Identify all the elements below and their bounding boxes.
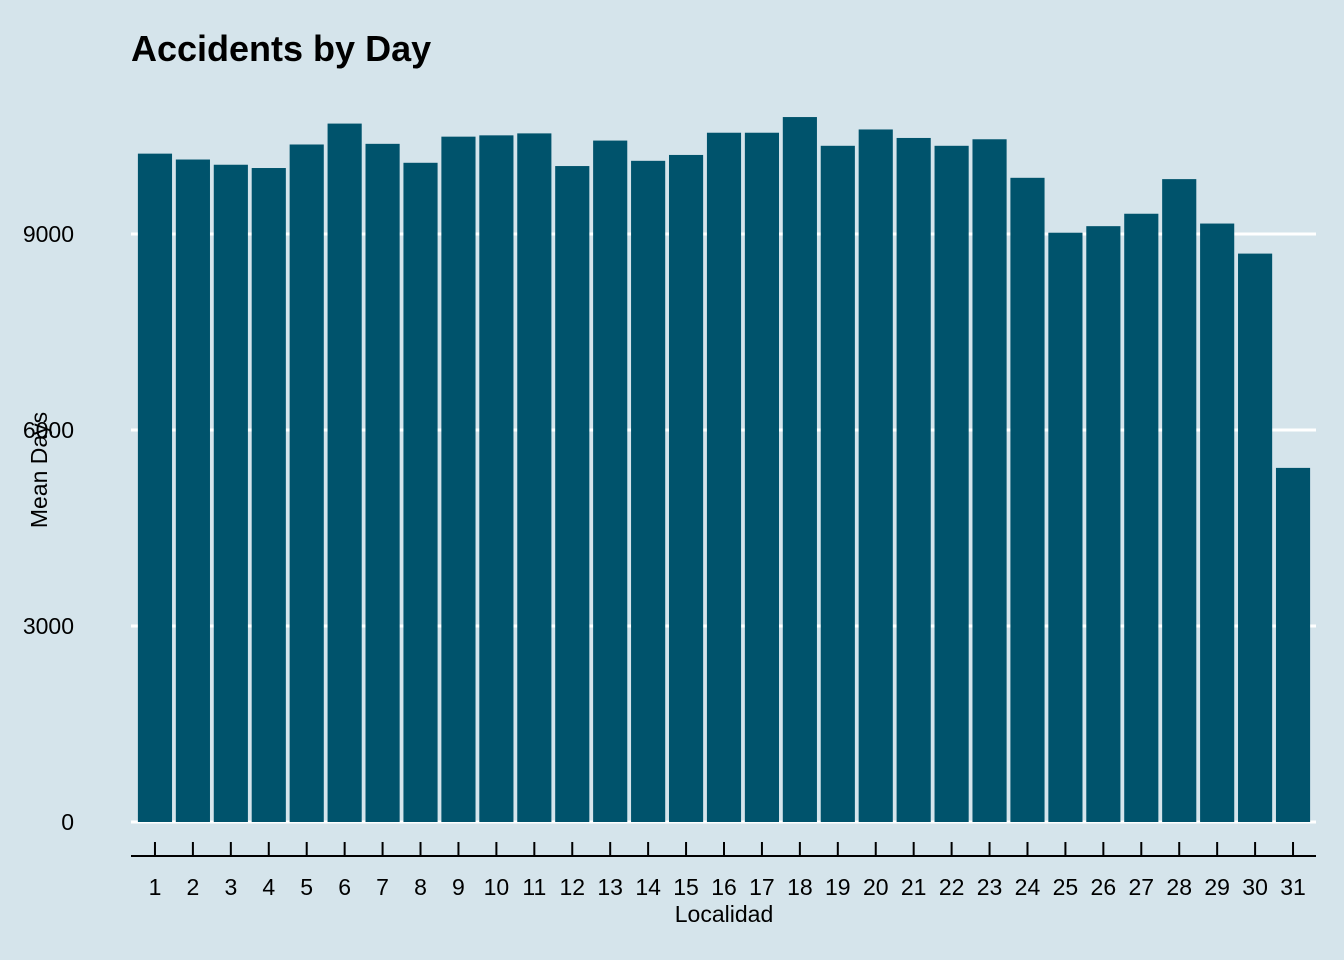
x-tick-label: 27: [1128, 874, 1154, 900]
bar: [1200, 223, 1235, 823]
bar: [1238, 253, 1273, 823]
x-tick-label: 3: [224, 874, 237, 900]
x-tick-label: 5: [300, 874, 313, 900]
x-tick-label: 24: [1015, 874, 1041, 900]
bar: [517, 133, 552, 823]
x-tick-label: 15: [673, 874, 699, 900]
bar: [327, 123, 362, 822]
x-tick-label: 25: [1053, 874, 1079, 900]
bar: [631, 160, 666, 822]
y-axis: 0 3000 6000 9000: [23, 221, 74, 835]
x-tick-label: 21: [901, 874, 927, 900]
bar: [441, 136, 476, 823]
x-tick-label: 18: [787, 874, 813, 900]
x-tick-label: 30: [1242, 874, 1268, 900]
x-tick-label: 16: [711, 874, 737, 900]
bar: [782, 117, 817, 822]
bar: [403, 162, 438, 822]
bar: [365, 143, 400, 823]
x-tick-label: 7: [376, 874, 389, 900]
chart-title: Accidents by Day: [131, 28, 431, 69]
bar: [175, 159, 210, 822]
y-tick-label: 9000: [23, 221, 74, 247]
x-tick-label: 2: [187, 874, 200, 900]
bar: [555, 166, 590, 822]
x-axis-label: Localidad: [675, 901, 773, 927]
y-axis-label: Mean Days: [26, 412, 52, 528]
y-tick-label: 3000: [23, 613, 74, 639]
y-tick-label: 6000: [23, 417, 74, 443]
bar: [137, 153, 173, 822]
bar: [1010, 177, 1045, 822]
x-tick-label: 31: [1280, 874, 1306, 900]
x-tick-label: 9: [452, 874, 465, 900]
bar: [1275, 467, 1311, 822]
x-tick-label: 11: [522, 874, 546, 900]
x-tick-label: 22: [939, 874, 965, 900]
x-tick-label: 6: [338, 874, 351, 900]
x-tick-label: 1: [149, 874, 162, 900]
bar: [1048, 232, 1083, 822]
x-tick-label: 19: [825, 874, 851, 900]
x-tick-label: 26: [1091, 874, 1117, 900]
bar: [1124, 213, 1159, 822]
bar: [972, 139, 1007, 822]
bar: [820, 145, 855, 823]
bar: [668, 154, 704, 823]
x-tick-label: 4: [262, 874, 275, 900]
bar: [934, 145, 969, 823]
bar: [1162, 179, 1197, 822]
x-tick-label: 17: [749, 874, 775, 900]
bar: [251, 168, 286, 823]
x-tick-label: 8: [414, 874, 427, 900]
bar: [706, 132, 742, 822]
x-tick-label: 29: [1204, 874, 1230, 900]
x-tick-label: 10: [484, 874, 510, 900]
bar: [479, 135, 514, 822]
bar: [289, 144, 324, 822]
bar: [744, 132, 780, 822]
x-axis: 1 2 3 4 5 6 7 8 9 10 11 12 13 14 15 16 17 18 19 20 21 22 23 24 2…: [131, 842, 1316, 900]
y-tick-label: 0: [61, 809, 74, 835]
bar: [1086, 226, 1121, 822]
x-tick-label: 20: [863, 874, 889, 900]
x-tick-label: 23: [977, 874, 1003, 900]
x-tick-label: 14: [635, 874, 661, 900]
bar: [593, 140, 628, 822]
x-tick-label: 12: [559, 874, 585, 900]
bars: [137, 117, 1311, 823]
bar: [896, 137, 931, 822]
bar: [858, 129, 893, 822]
bar: [213, 164, 248, 822]
x-tick-label: 13: [597, 874, 623, 900]
x-tick-label: 28: [1166, 874, 1192, 900]
